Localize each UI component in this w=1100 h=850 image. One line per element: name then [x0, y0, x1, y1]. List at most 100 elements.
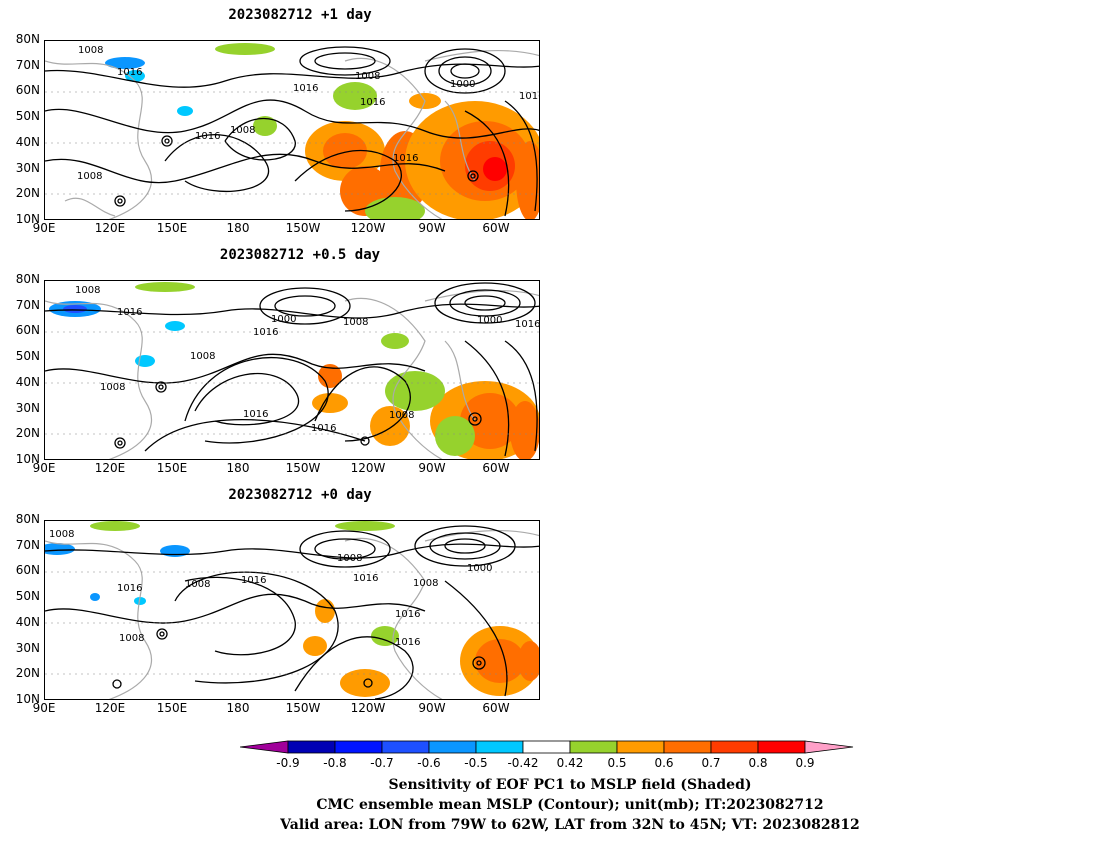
lat-tick-label: 10N [15, 691, 40, 706]
colorbar-box [381, 740, 430, 754]
lon-tick-label: 150W [285, 221, 321, 235]
colorbar-tick-label: -0.8 [323, 756, 347, 770]
lon-tick-label: 90E [32, 701, 56, 715]
contour-label: 1016 [360, 97, 385, 108]
lat-tick-label: 80N [15, 512, 40, 526]
lon-tick-label: 90E [32, 221, 56, 235]
lon-tick-label: 180 [226, 221, 250, 235]
contour-label: 1016 [117, 67, 142, 78]
lat-tick-label: 50N [15, 349, 40, 364]
lat-tick-label: 40N [15, 134, 40, 149]
contour-label: 1000 [450, 79, 475, 90]
contour-label: 1000 [477, 315, 502, 326]
lat-tick-label: 20N [15, 186, 40, 201]
contour-label: 1000 [271, 314, 296, 325]
caption-line-2: CMC ensemble mean MSLP (Contour); unit(m… [316, 797, 824, 813]
panel-title: 2023082712 +0.5 day [219, 247, 381, 263]
grid-lines [45, 571, 539, 675]
caption-line-1: Sensitivity of EOF PC1 to MSLP field (Sh… [388, 777, 752, 793]
lat-tick-label: 20N [15, 426, 40, 441]
contour-label: 1008 [77, 171, 102, 182]
contour-label: 1016 [353, 573, 378, 584]
colorbar [240, 740, 854, 754]
colorbar-box [616, 740, 665, 754]
lon-tick-label: 90W [418, 221, 446, 235]
sensitivity-shading [105, 43, 539, 219]
mslp-contours [45, 525, 539, 699]
contour-label: 1008 [230, 125, 255, 136]
contour-label: 1008 [337, 553, 362, 564]
map-svg: 1008 1016 1008 1016 1000 1008 1016 1000 … [45, 282, 540, 459]
contour-label: 1016 [253, 327, 278, 338]
lon-tick-label: 60W [482, 461, 510, 475]
lat-tick-label: 70N [15, 57, 40, 72]
lat-tick-label: 50N [15, 589, 40, 604]
mslp-contours [45, 46, 539, 217]
contour-label: 1016 [241, 575, 266, 586]
colorbar-tick-label: 0.6 [654, 756, 674, 770]
lat-tick-label: 10N [15, 211, 40, 226]
contour-label: 1008 [190, 351, 215, 362]
contour-label: 1008 [100, 382, 125, 393]
contour-label: 1016 [515, 319, 540, 330]
lat-tick-label: 60N [15, 323, 40, 338]
colorbar-tick-label: 0.5 [607, 756, 627, 770]
lon-tick-label: 120W [350, 461, 386, 475]
sensitivity-shading [45, 521, 539, 697]
lat-tick-label: 40N [15, 614, 40, 629]
contour-label: 1008 [389, 410, 414, 421]
contour-label-group: 1008 1016 1008 1016 1008 1016 1000 1008 … [49, 529, 492, 648]
lon-tick-label: 90W [418, 461, 446, 475]
colorbar-tick-label: 0.9 [795, 756, 815, 770]
colorbar-tick-label: -0.7 [370, 756, 394, 770]
coastlines [45, 289, 539, 459]
lon-tick-label: 150W [285, 701, 321, 715]
lat-tick-label: 80N [15, 272, 40, 286]
lon-tick-label: 120W [350, 221, 386, 235]
colorbar-box [663, 740, 712, 754]
contour-label: 1008 [185, 579, 210, 590]
colorbar-arrow-high [804, 740, 854, 754]
lat-tick-label: 70N [15, 537, 40, 552]
lon-tick-label: 150E [156, 701, 188, 715]
lat-tick-label: 30N [15, 400, 40, 415]
lon-tick-label: 120W [350, 701, 386, 715]
contour-label: 1016 [293, 83, 318, 94]
contour-label: 1008 [343, 317, 368, 328]
contour-label: 1016 [243, 409, 268, 420]
lat-tick-label: 60N [15, 563, 40, 578]
colorbar-box [710, 740, 759, 754]
colorbar-box [287, 740, 336, 754]
colorbar-tick-label: -0.42 [507, 756, 539, 770]
map-plot: 1008 1016 1008 1016 1000 1008 1016 1000 … [44, 280, 540, 460]
lon-tick-label: 150E [156, 461, 188, 475]
lon-tick-label: 180 [226, 701, 250, 715]
contour-label-group: 1008 1016 1008 1016 1000 1008 1016 1000 … [75, 285, 540, 434]
lat-tick-label: 30N [15, 160, 40, 175]
map-plot: 1008 1016 1016 1008 1016 1000 1016 1016 … [44, 40, 540, 220]
panel-title: 2023082712 +0 day [228, 487, 372, 503]
colorbar-tick-label: -0.5 [464, 756, 488, 770]
contour-label: 1008 [75, 285, 100, 296]
colorbar-box [522, 740, 571, 754]
lat-tick-label: 30N [15, 640, 40, 655]
lon-tick-label: 150W [285, 461, 321, 475]
colorbar-box [475, 740, 524, 754]
lat-tick-label: 40N [15, 374, 40, 389]
colorbar-tick-label: -0.6 [417, 756, 441, 770]
grid-lines [45, 91, 539, 195]
lon-tick-label: 120E [94, 701, 126, 715]
contour-label: 1016 [195, 131, 220, 142]
map-plot: 1008 1016 1008 1016 1008 1016 1000 1008 … [44, 520, 540, 700]
caption-line-3: Valid area: LON from 79W to 62W, LAT fro… [280, 817, 860, 833]
panel-title: 2023082712 +1 day [228, 7, 372, 23]
colorbar-tick-label: 0.8 [748, 756, 768, 770]
map-svg: 1008 1016 1016 1008 1016 1000 1016 1016 … [45, 43, 540, 219]
contour-label: 1016 [395, 609, 420, 620]
contour-label: 1008 [355, 71, 380, 82]
lon-tick-label: 180 [226, 461, 250, 475]
colorbar-arrow-low [240, 740, 289, 754]
contour-label: 1016 [519, 91, 540, 102]
contour-label: 1008 [49, 529, 74, 540]
colorbar-box [334, 740, 383, 754]
